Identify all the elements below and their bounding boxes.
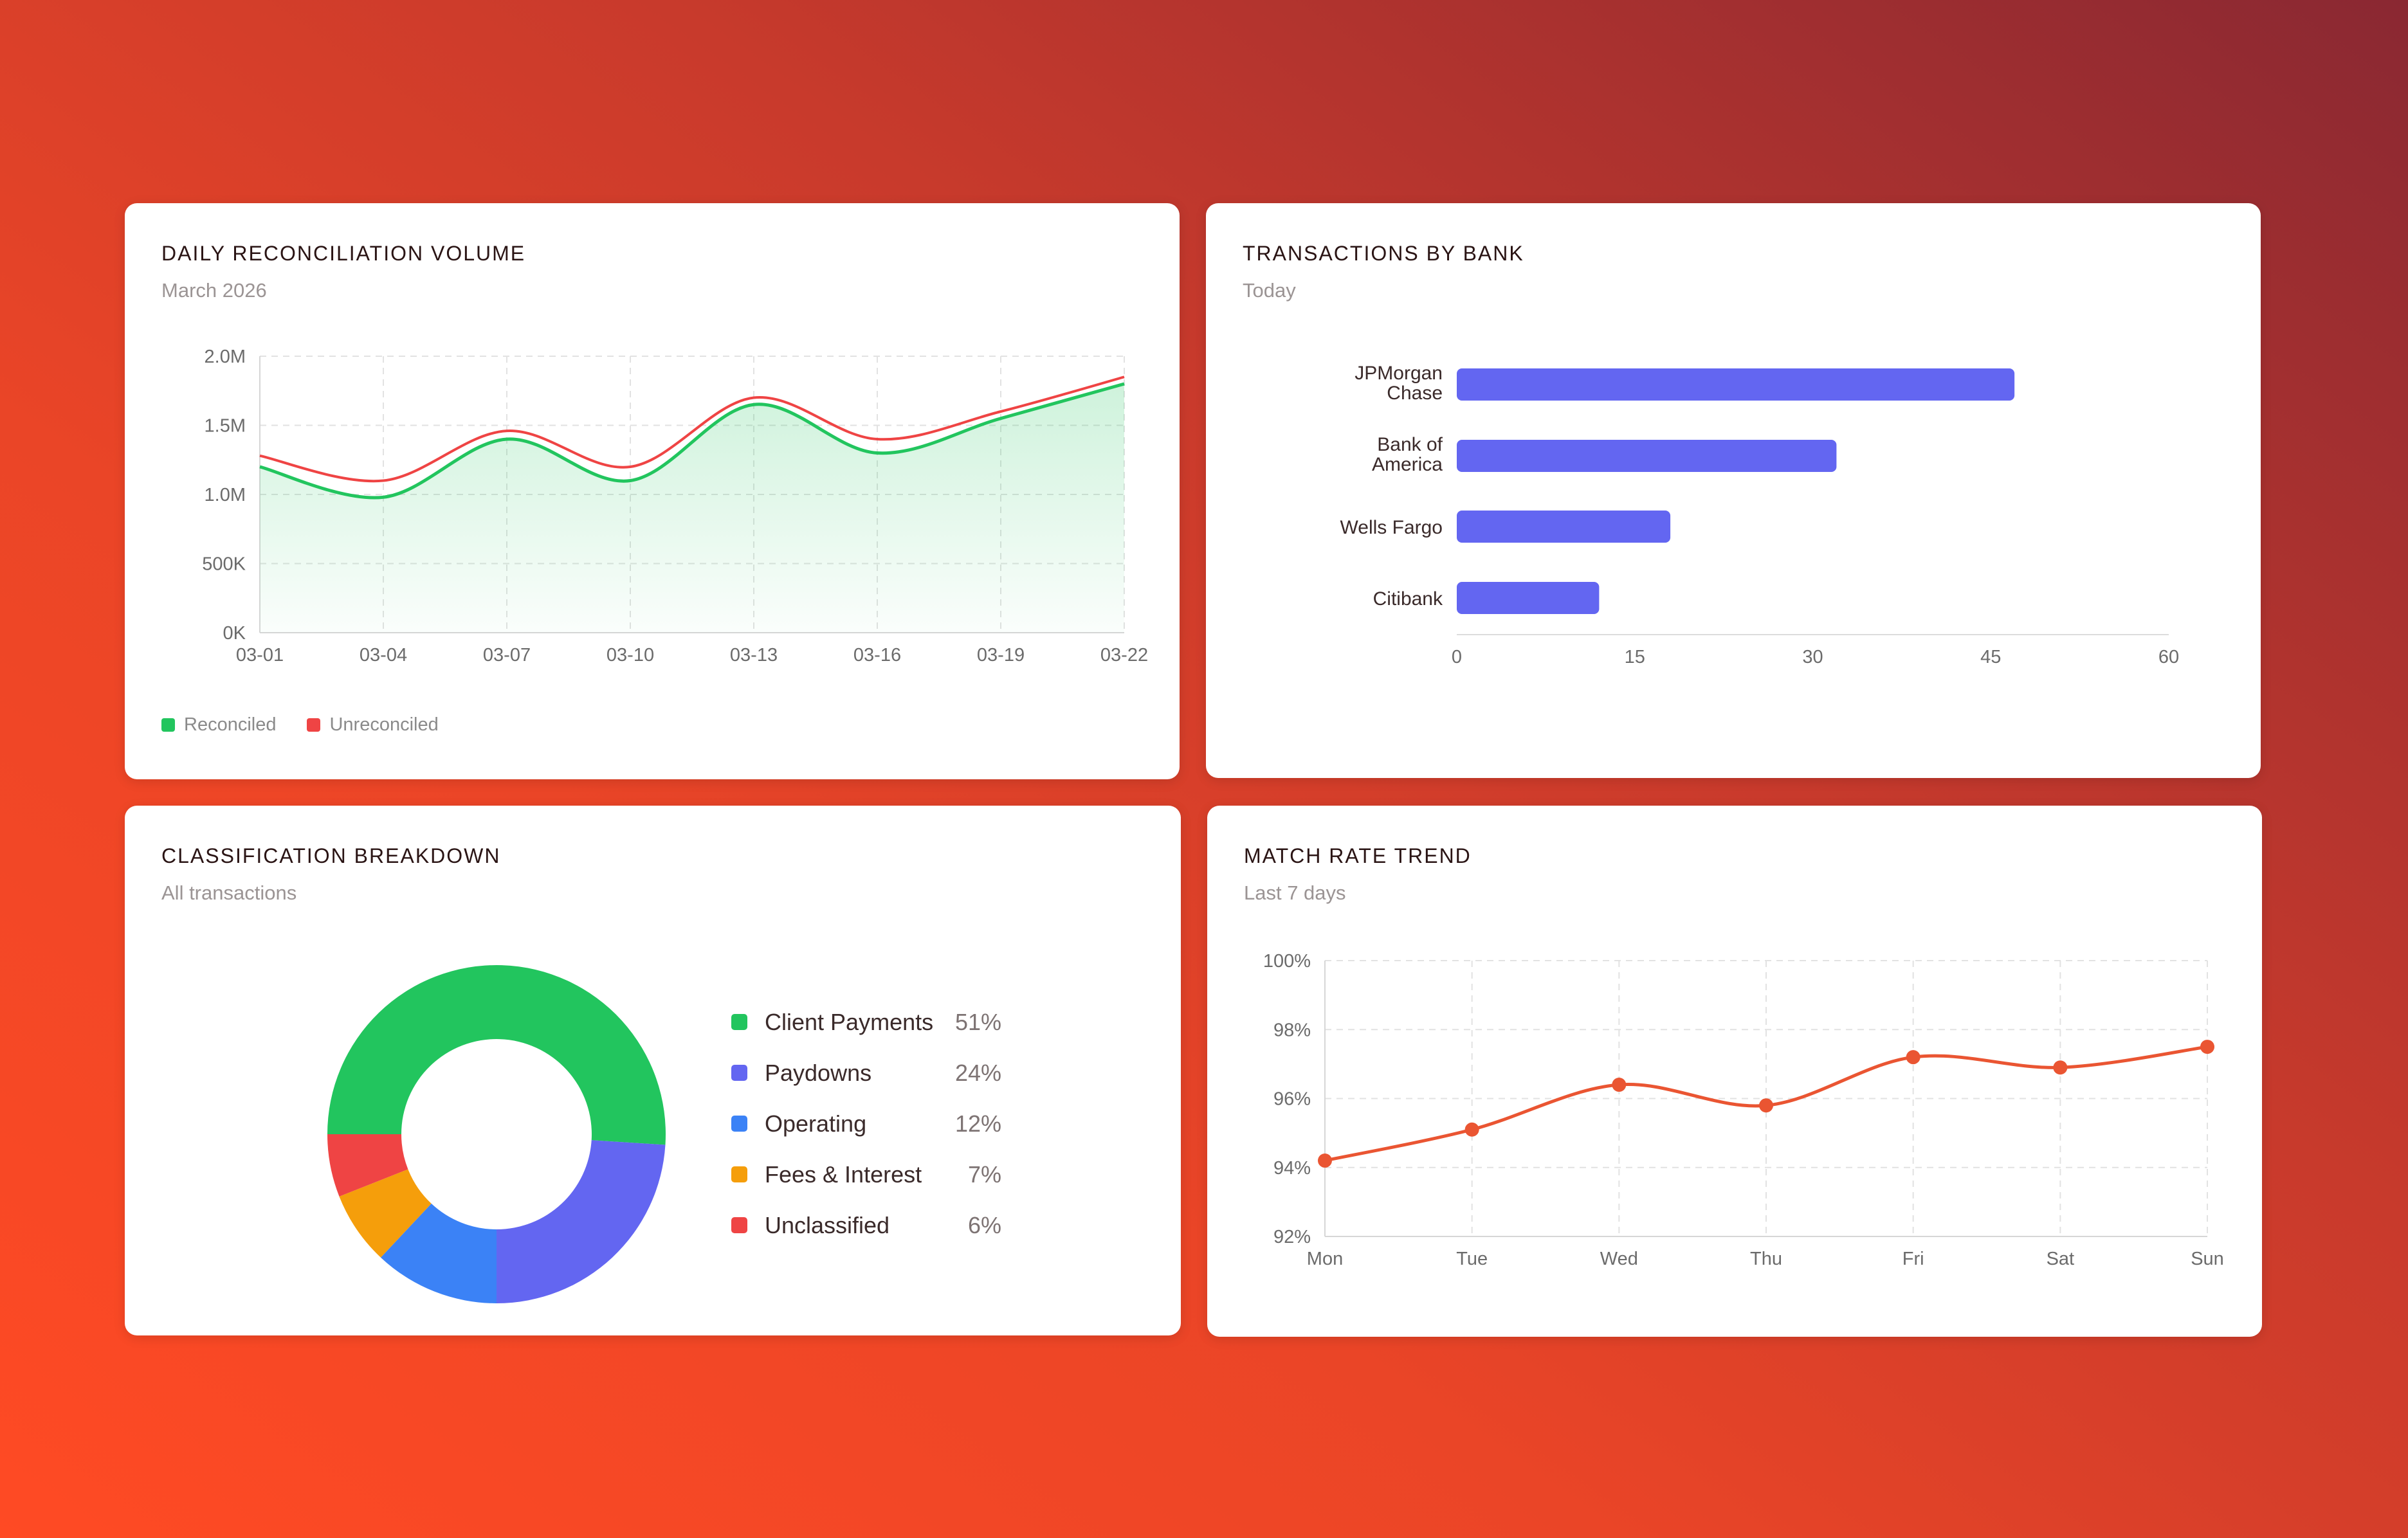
legend-swatch <box>731 1166 747 1182</box>
volume-x-tick-label: 03-04 <box>360 645 407 665</box>
match-chart-subtitle: Last 7 days <box>1244 882 1346 904</box>
volume-chart-plot: 0K 500K 1.0M 1.5M 2.0M 03-01 03-04 03-07 03-10 03… <box>202 347 1148 665</box>
bank-bar <box>1457 440 1837 472</box>
legend-swatch <box>731 1217 747 1233</box>
match-y-tick-label: 100% <box>1263 951 1311 972</box>
volume-x-tick-label: 03-10 <box>607 645 654 665</box>
volume-x-tick-label: 03-22 <box>1100 645 1148 665</box>
unreconciled-series-line <box>259 375 1125 483</box>
reconciled-series-line <box>259 382 1125 500</box>
legend-label: Reconciled <box>184 714 277 735</box>
volume-x-tick-label: 03-13 <box>730 645 778 665</box>
bank-chart-title: TRANSACTIONS BY BANK <box>1243 242 1524 265</box>
bank-category-label: Bank of America <box>1372 434 1443 475</box>
bank-bar <box>1457 368 2015 401</box>
donut-slice <box>327 1134 408 1197</box>
bank-x-tick-label: 30 <box>1802 647 1823 667</box>
match-x-tick-label: Sun <box>2191 1249 2224 1269</box>
match-chart-card: MATCH RATE TREND Last 7 days 92% 94% 96% 98… <box>1207 806 2262 1337</box>
legend-label: Unreconciled <box>329 714 439 735</box>
legend-swatch <box>731 1116 747 1132</box>
match-rate-point <box>2053 1060 2068 1075</box>
classification-chart-title: CLASSIFICATION BREAKDOWN <box>161 844 501 867</box>
legend-swatch <box>731 1065 747 1081</box>
match-x-tick-label: Tue <box>1456 1249 1488 1269</box>
bank-x-tick-label: 0 <box>1452 647 1462 667</box>
volume-y-tick-label: 1.0M <box>205 485 246 505</box>
match-rate-point <box>1612 1078 1627 1092</box>
legend-percent: 12% <box>954 1110 1001 1137</box>
bank-category-label: JPMorgan Chase <box>1354 363 1443 404</box>
match-rate-point <box>1906 1050 1920 1065</box>
volume-y-tick-label: 1.5M <box>205 416 246 437</box>
donut-slice <box>327 964 666 1145</box>
match-x-tick-label: Fri <box>1902 1249 1924 1269</box>
classification-donut <box>327 964 666 1303</box>
volume-chart-card: DAILY RECONCILIATION VOLUME March 2026 0… <box>125 203 1180 779</box>
volume-y-tick-label: 500K <box>202 554 246 575</box>
legend-swatch <box>307 718 321 732</box>
match-rate-point <box>1759 1098 1773 1113</box>
bank-chart-plot: 0 15 30 45 60 JPMorgan Chase Bank of America Well… <box>1340 363 2180 667</box>
match-x-tick-label: Mon <box>1307 1249 1343 1269</box>
match-rate-point <box>1464 1122 1479 1137</box>
match-chart-title: MATCH RATE TREND <box>1244 844 1472 867</box>
legend-percent: 6% <box>967 1211 1001 1238</box>
volume-chart-legend: Reconciled Unreconciled <box>161 714 439 736</box>
legend-label: Paydowns <box>765 1059 872 1086</box>
bank-x-tick-label: 15 <box>1625 647 1645 667</box>
legend-percent: 51% <box>954 1008 1001 1035</box>
volume-y-tick-label: 2.0M <box>205 347 246 367</box>
volume-chart-subtitle: March 2026 <box>161 279 267 302</box>
volume-x-tick-label: 03-19 <box>977 645 1025 665</box>
bank-x-tick-label: 45 <box>1980 647 2001 667</box>
match-y-tick-label: 92% <box>1273 1227 1311 1247</box>
volume-x-tick-label: 03-01 <box>236 645 284 665</box>
bank-category-label: Citibank <box>1373 588 1443 610</box>
bank-category-label: Wells Fargo <box>1340 517 1443 538</box>
legend-label: Fees & Interest <box>765 1161 922 1188</box>
volume-legend-item: Unreconciled <box>307 714 439 736</box>
bank-bar <box>1457 511 1671 543</box>
bank-bar <box>1457 582 1600 614</box>
match-x-tick-label: Sat <box>2047 1249 2075 1269</box>
legend-swatch <box>731 1014 747 1030</box>
volume-chart-title: DAILY RECONCILIATION VOLUME <box>161 242 526 265</box>
match-rate-point <box>1318 1154 1332 1168</box>
classification-legend-item: Operating 12% <box>731 1098 1001 1149</box>
donut-slice <box>497 1140 666 1303</box>
volume-legend-item: Reconciled <box>161 714 276 736</box>
legend-swatch <box>161 718 175 732</box>
legend-percent: 7% <box>967 1161 1001 1188</box>
bank-chart-card: TRANSACTIONS BY BANK Today 0 15 30 45 60 JPMo… <box>1206 203 2261 778</box>
match-x-tick-label: Wed <box>1600 1249 1638 1269</box>
match-rate-point <box>2200 1040 2214 1054</box>
classification-chart-subtitle: All transactions <box>161 882 297 904</box>
volume-x-tick-label: 03-07 <box>483 645 531 665</box>
bank-x-tick-label: 60 <box>2158 647 2179 667</box>
donut-slice <box>339 1169 432 1258</box>
donut-slice <box>380 1203 497 1303</box>
volume-y-tick-label: 0K <box>223 623 246 644</box>
reconciled-area-fill <box>260 384 1124 633</box>
volume-x-tick-label: 03-16 <box>853 645 901 665</box>
classification-legend-item: Client Payments 51% <box>731 997 1001 1047</box>
match-x-tick-label: Thu <box>1750 1249 1782 1269</box>
legend-percent: 24% <box>954 1059 1001 1086</box>
match-y-tick-label: 98% <box>1273 1020 1311 1040</box>
classification-legend-item: Paydowns 24% <box>731 1047 1001 1098</box>
bank-chart-subtitle: Today <box>1243 279 1296 302</box>
legend-label: Operating <box>765 1110 867 1137</box>
legend-label: Unclassified <box>765 1211 890 1238</box>
match-chart-plot: 92% 94% 96% 98% 100% Mon Tue Wed Thu Fri Sat Sun <box>1263 951 2224 1269</box>
classification-legend-item: Fees & Interest 7% <box>731 1149 1001 1200</box>
match-y-tick-label: 94% <box>1273 1158 1311 1179</box>
classification-legend: Client Payments 51% Paydowns 24% Operating 12… <box>731 997 1001 1251</box>
legend-label: Client Payments <box>765 1008 934 1035</box>
match-y-tick-label: 96% <box>1273 1089 1311 1110</box>
classification-chart-card: CLASSIFICATION BREAKDOWN All transaction… <box>125 806 1181 1335</box>
classification-legend-item: Unclassified 6% <box>731 1200 1001 1251</box>
